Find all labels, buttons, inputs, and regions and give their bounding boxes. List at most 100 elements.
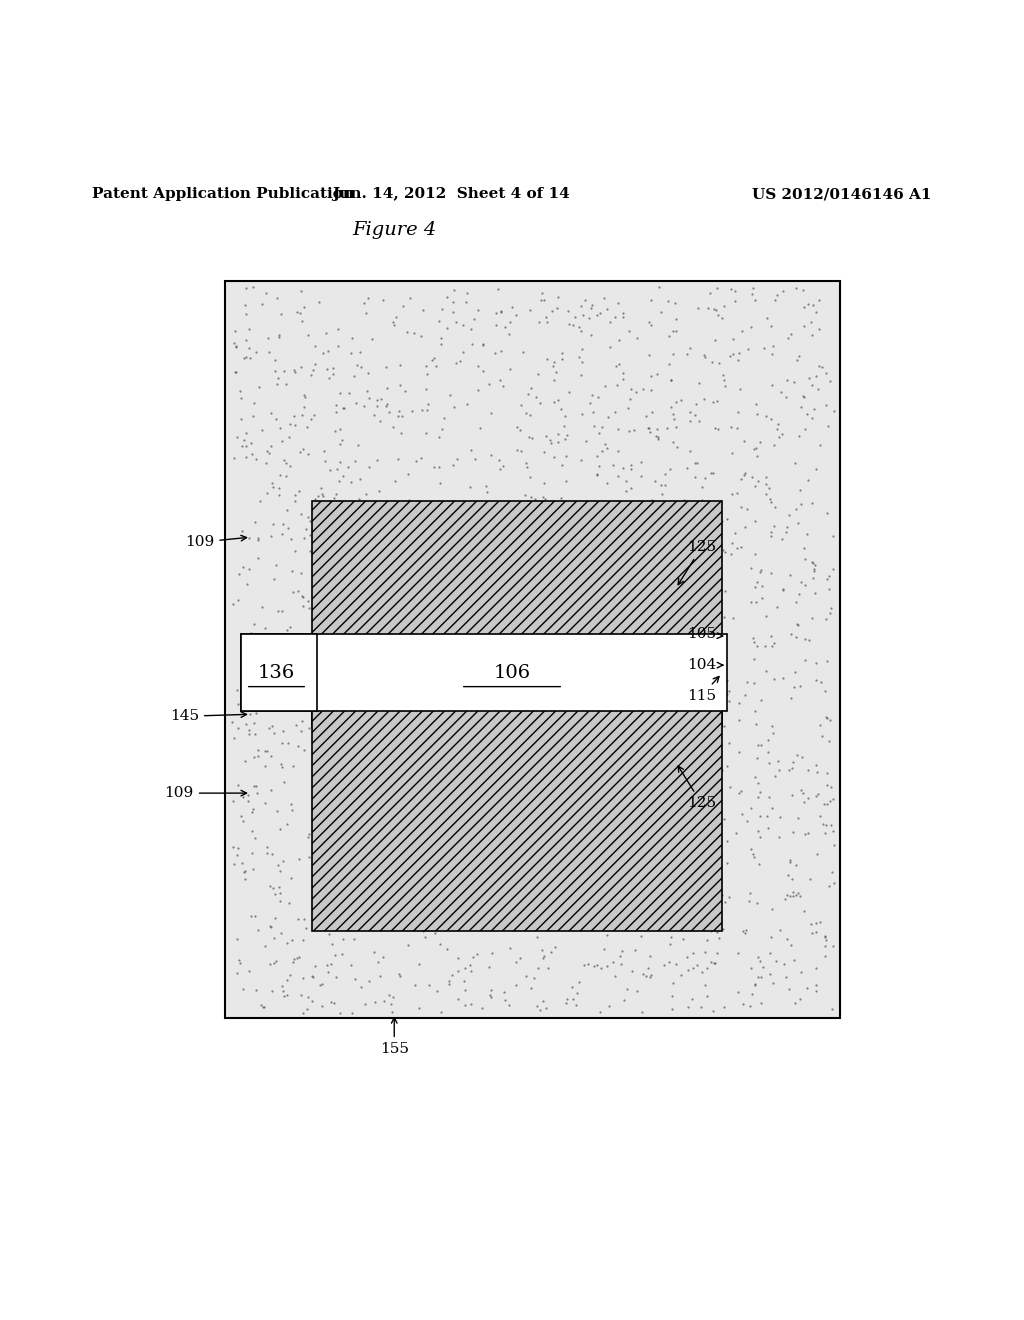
Point <box>462 527 478 548</box>
Point <box>419 400 435 421</box>
Point <box>716 296 732 317</box>
Point <box>350 549 367 570</box>
Point <box>636 857 652 878</box>
Point <box>346 929 362 950</box>
Point <box>437 610 454 631</box>
Point <box>705 648 721 669</box>
Point <box>818 929 835 950</box>
Point <box>675 928 691 949</box>
Point <box>660 290 677 312</box>
Point <box>257 676 273 697</box>
Point <box>607 789 624 810</box>
Point <box>457 957 473 978</box>
Point <box>522 676 539 697</box>
Point <box>791 512 807 533</box>
Point <box>312 767 329 788</box>
Point <box>602 337 618 358</box>
Point <box>537 663 553 684</box>
Point <box>809 762 825 783</box>
Point <box>356 603 373 624</box>
Point <box>599 664 615 685</box>
Point <box>464 334 480 355</box>
Point <box>807 652 823 673</box>
Point <box>749 445 765 466</box>
Point <box>547 768 563 789</box>
Point <box>301 824 317 845</box>
Point <box>721 733 737 754</box>
Point <box>266 722 283 743</box>
Point <box>687 843 703 865</box>
Point <box>459 393 475 414</box>
Point <box>262 953 279 974</box>
Point <box>591 455 607 477</box>
Point <box>372 965 388 986</box>
Point <box>604 887 621 908</box>
Point <box>570 972 587 993</box>
Point <box>298 517 314 539</box>
Point <box>594 516 610 537</box>
Point <box>774 578 791 599</box>
Point <box>790 350 806 371</box>
Point <box>500 606 516 627</box>
Text: 105: 105 <box>687 627 723 642</box>
Point <box>750 821 766 842</box>
Point <box>229 837 246 858</box>
Point <box>472 582 488 603</box>
Point <box>334 598 350 619</box>
Point <box>417 927 433 948</box>
Text: 155: 155 <box>380 1018 409 1056</box>
Point <box>428 689 444 710</box>
Point <box>387 803 403 824</box>
Point <box>340 457 356 478</box>
Point <box>250 651 266 672</box>
Point <box>612 838 629 859</box>
Point <box>227 335 244 356</box>
Point <box>703 952 720 973</box>
Point <box>700 297 717 318</box>
Point <box>441 973 458 994</box>
Point <box>623 478 639 499</box>
Point <box>817 822 834 843</box>
Point <box>269 855 286 876</box>
Point <box>516 866 532 887</box>
Point <box>313 896 330 917</box>
Point <box>492 458 508 479</box>
Point <box>809 843 825 865</box>
Point <box>589 954 605 975</box>
Point <box>477 531 494 552</box>
Point <box>376 990 392 1011</box>
Point <box>287 362 303 383</box>
Point <box>268 554 285 576</box>
Point <box>246 392 262 413</box>
Point <box>332 1003 348 1024</box>
Point <box>605 454 622 475</box>
Point <box>278 374 294 395</box>
Bar <box>225 281 840 1019</box>
Point <box>348 909 365 931</box>
Point <box>373 512 389 533</box>
Point <box>458 738 474 759</box>
Point <box>697 467 714 488</box>
Point <box>269 374 286 395</box>
Point <box>482 899 499 920</box>
Point <box>383 822 399 843</box>
Point <box>360 388 377 409</box>
Point <box>275 721 292 742</box>
Point <box>648 550 665 572</box>
Point <box>682 842 698 863</box>
Point <box>810 784 826 805</box>
Point <box>236 810 252 832</box>
Point <box>520 902 537 923</box>
Point <box>675 828 691 849</box>
Point <box>401 594 418 615</box>
Point <box>424 576 440 597</box>
Point <box>508 305 524 326</box>
Point <box>431 457 447 478</box>
Point <box>611 850 628 871</box>
Point <box>314 483 331 504</box>
Point <box>627 940 643 961</box>
Point <box>599 924 615 945</box>
Point <box>257 741 273 762</box>
Point <box>552 817 568 838</box>
Point <box>483 979 500 1001</box>
